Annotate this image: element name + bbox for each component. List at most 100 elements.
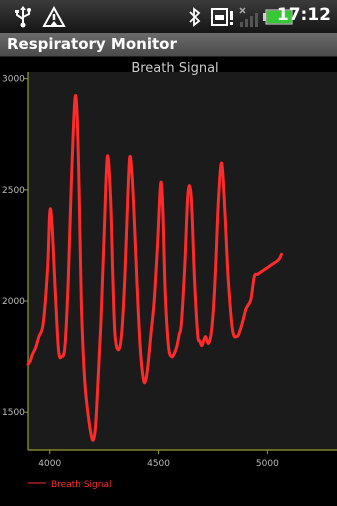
chart-title: Breath Signal [131,61,218,76]
data-point [64,345,66,347]
data-point [164,289,166,291]
data-point [224,211,226,213]
data-point [42,322,44,324]
data-point [162,211,164,213]
data-point [245,309,247,311]
x-tick-label: 5000 [256,459,279,469]
data-point [199,340,201,342]
data-point [276,260,278,262]
data-point [176,345,178,347]
data-point [103,233,105,235]
x-tick-label: 4000 [38,459,61,469]
series-layer [26,94,283,442]
data-point [171,356,173,358]
data-point [127,189,129,191]
data-point [129,156,131,158]
data-point [270,264,272,266]
data-point [208,342,210,344]
y-tick-label: 3000 [2,75,25,85]
data-point [61,356,63,358]
bluetooth-icon [189,7,201,27]
data-point [197,333,199,335]
data-point [260,271,262,273]
data-point [71,178,73,180]
data-point [67,278,69,280]
data-point [112,278,114,280]
data-point [250,298,252,300]
data-point [184,267,186,269]
data-point [278,258,280,260]
data-point [29,360,31,362]
data-point [180,322,182,324]
data-point [257,273,259,275]
data-point [121,333,123,335]
y-tick-label: 2500 [2,186,25,196]
app-title: Respiratory Monitor [7,35,177,53]
data-point [142,378,144,380]
sim-alert-icon [211,8,233,26]
data-point [242,318,244,320]
data-point [214,278,216,280]
data-point [178,333,180,335]
data-point [80,300,82,302]
data-point [194,278,196,280]
series-line-breath-signal [26,94,283,442]
clock: 17:12 [276,5,331,25]
data-point [51,222,53,224]
data-point [87,411,89,413]
data-point [58,349,60,351]
data-point [106,156,108,158]
data-point [47,267,49,269]
signal-icon [239,7,258,27]
data-point [281,253,283,255]
data-point [221,162,223,164]
data-point [201,345,203,347]
legend-label: Breath Signal [51,480,111,490]
data-point [35,347,37,349]
data-point [236,336,238,338]
x-tick-label: 4500 [147,459,170,469]
battery-icon [263,9,293,25]
y-tick-label: 2000 [2,297,25,307]
data-point [97,389,99,391]
data-point [31,353,33,355]
title-bar: Respiratory Monitor [0,33,337,57]
data-point [190,196,192,198]
chart-area: Breath Signal 1500 2000 2500 3000 4000 4500 50… [0,57,337,502]
data-point [90,433,92,435]
data-point [167,345,169,347]
breath-signal-chart: Breath Signal 1500 2000 2500 3000 4000 4500 50… [2,61,337,490]
data-point [139,345,141,347]
data-point [27,363,29,365]
data-point [114,333,116,335]
data-point [95,427,97,429]
data-point [145,380,147,382]
legend: Breath Signal [28,480,111,490]
status-bar: 17:12 [0,0,337,33]
data-point [217,200,219,202]
data-point [38,336,40,338]
data-point [136,278,138,280]
data-point [239,329,241,331]
data-point [100,322,102,324]
data-point [263,269,265,271]
data-point [227,278,229,280]
data-point [204,336,206,338]
data-point [273,262,275,264]
data-point [84,378,86,380]
data-point [92,439,94,441]
data-point [153,300,155,302]
data-point [266,267,268,269]
data-point [232,329,234,331]
axis-ticks: 1500 2000 2500 3000 4000 4500 5000 [2,75,279,469]
data-point [147,367,149,369]
data-point [150,333,152,335]
data-point [117,349,119,351]
data-point [187,193,189,195]
usb-icon [15,6,31,28]
warning-icon [42,6,66,27]
data-point [110,200,112,202]
data-point [160,182,162,184]
data-point [74,100,76,102]
data-point [54,289,56,291]
